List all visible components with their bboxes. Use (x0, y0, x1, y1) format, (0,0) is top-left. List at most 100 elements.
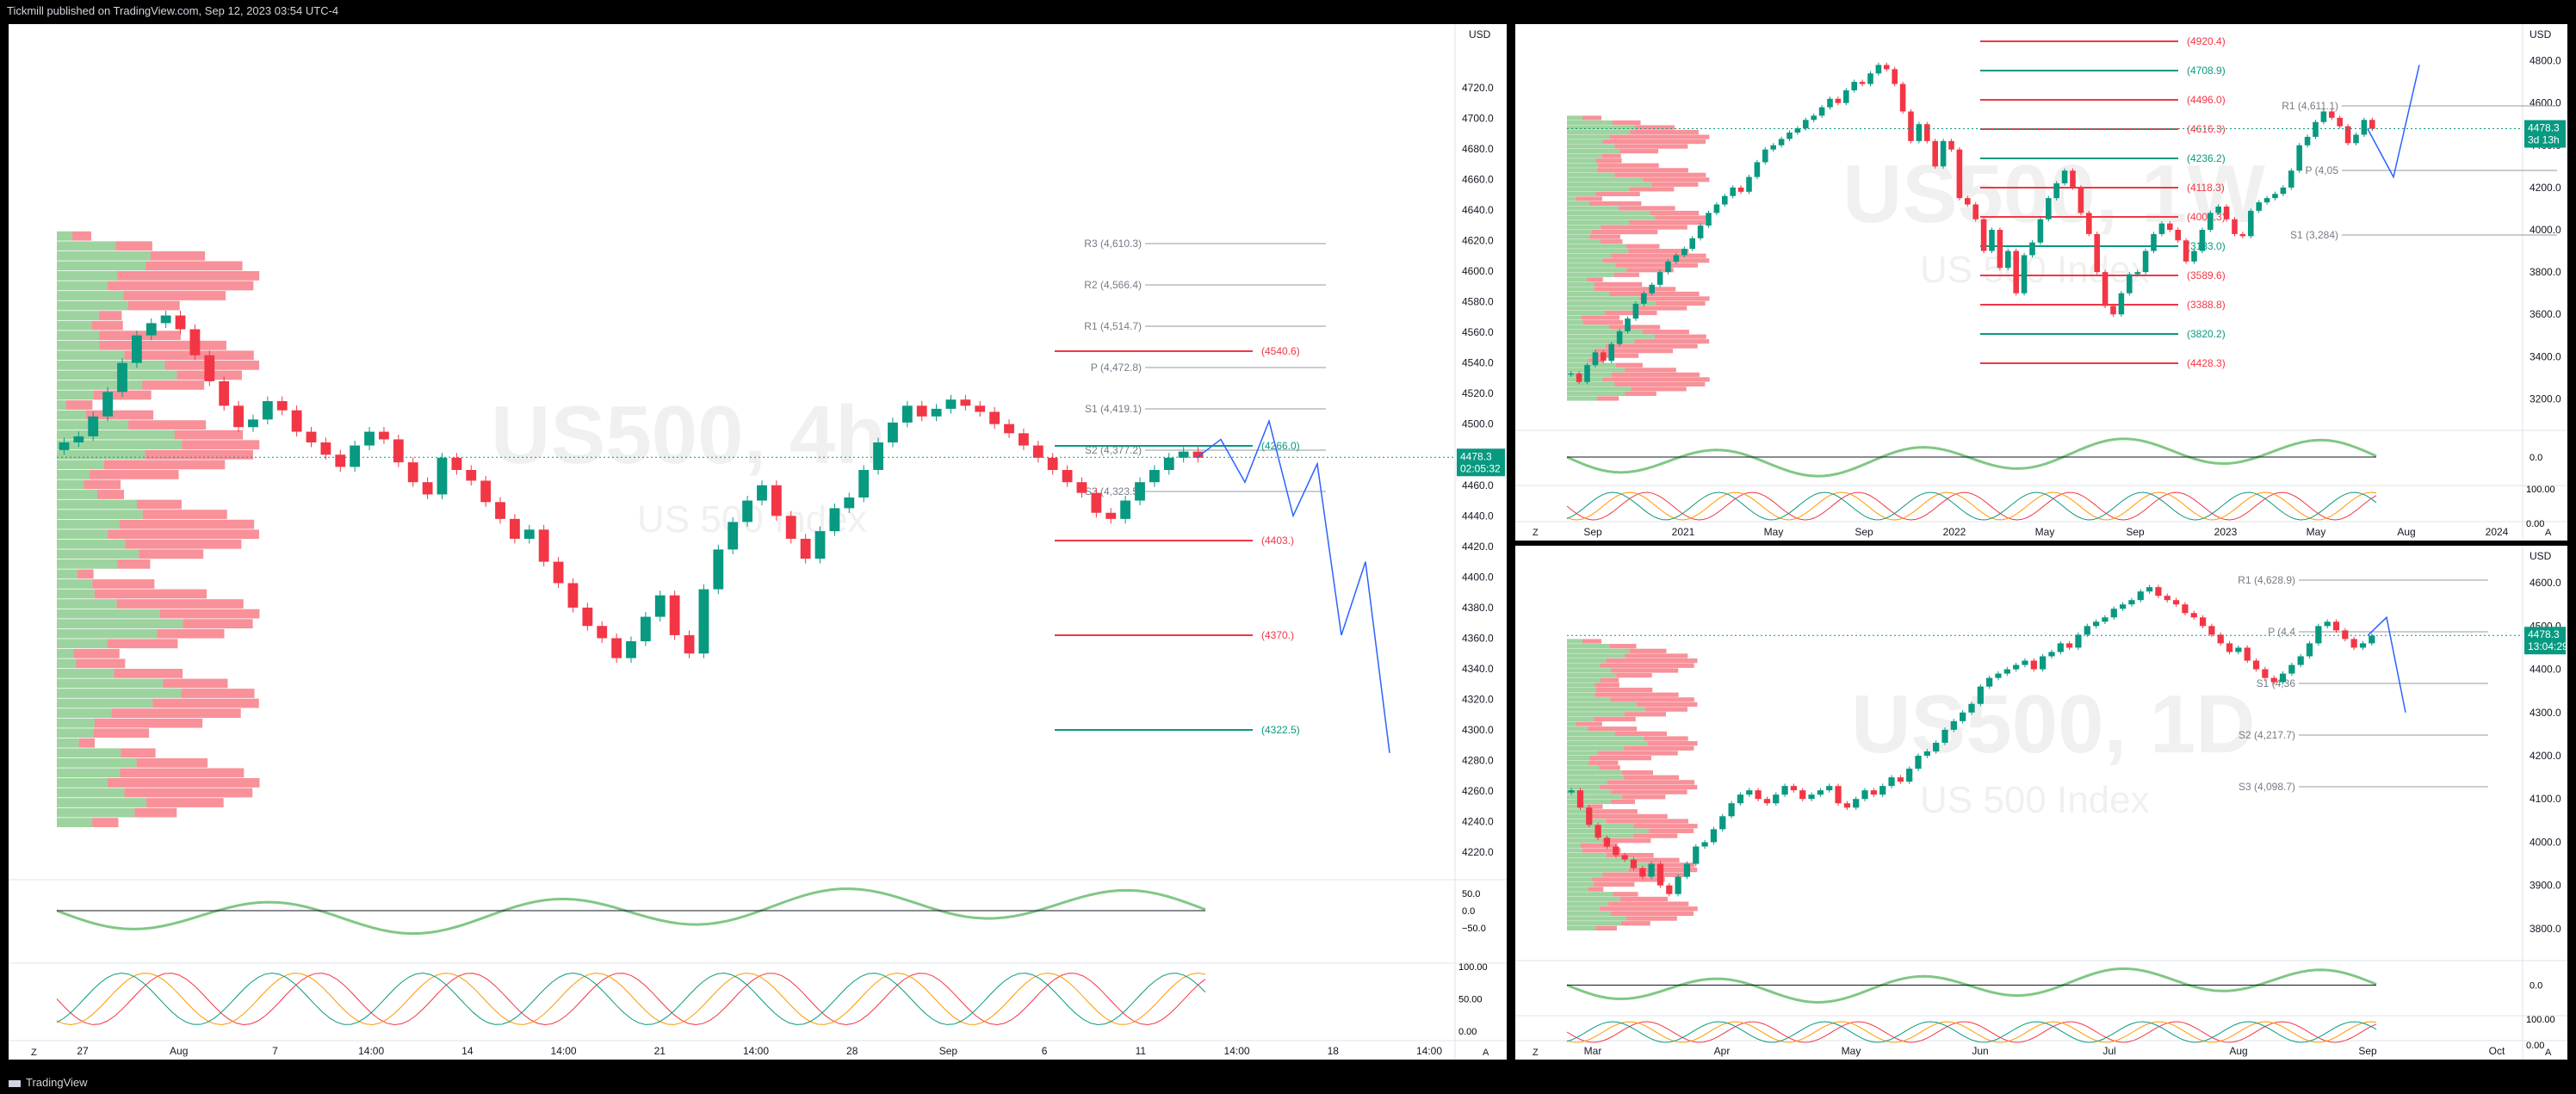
x-tick-label: Oct (2489, 1045, 2505, 1057)
level-label: (4920.4) (2187, 35, 2226, 47)
candle-body (2155, 587, 2162, 596)
candle-body (2296, 145, 2302, 171)
price-label-box (2524, 627, 2566, 655)
candle-body (2232, 219, 2238, 234)
countdown-label: 02:05:32 (1460, 462, 1501, 474)
volume-profile-up-bar (1567, 324, 1610, 330)
y-tick-label: 4340.0 (1462, 663, 1494, 675)
chart-4h-svg[interactable]: US500, 4h US 500 Index USD Z A 4720.0470… (9, 24, 1507, 1060)
y-tick-label: 4600.0 (1462, 265, 1494, 277)
x-tick-label: 11 (1136, 1045, 1147, 1057)
volume-profile-up-bar (1567, 315, 1582, 320)
candle-body (1778, 139, 1785, 145)
candle-body (1713, 204, 1720, 213)
candle-body (1149, 470, 1160, 483)
candle-body (1719, 816, 1726, 830)
candle-body (480, 480, 492, 503)
candle-body (2005, 250, 2011, 269)
candle-body (1616, 331, 1623, 344)
stochastic-line (1566, 1021, 2377, 1043)
corner-a-button[interactable]: A (2545, 528, 2552, 538)
corner-z-button[interactable]: Z (31, 1048, 37, 1058)
candle-body (2342, 630, 2349, 640)
volume-profile-up-bar (1567, 319, 1583, 325)
candle-body (1693, 846, 1700, 864)
candle-body (1632, 303, 1639, 319)
candle-body (131, 335, 142, 363)
candle-body (1032, 445, 1043, 458)
y-tick-label: 4240.0 (1462, 816, 1494, 828)
candle-body (975, 405, 986, 412)
candle-body (1737, 794, 1744, 804)
candle-body (1870, 790, 1877, 795)
chart-panel-4h[interactable]: US500, 4h US 500 Index USD Z A 4720.0 470… (9, 24, 1507, 1060)
volume-profile-down-bar (1647, 862, 1695, 868)
volume-profile-up-bar (1567, 139, 1603, 145)
level-label: (4616.3) (2187, 123, 2226, 135)
chart-panel-1d[interactable]: US500, 1D US 500 Index USD Z A 4600.0 450… (1515, 546, 2567, 1060)
volume-profile-up-bar (1567, 789, 1612, 794)
corner-z-button[interactable]: Z (1533, 1048, 1539, 1058)
volume-profile-up-bar (57, 499, 137, 510)
volume-profile-down-bar (125, 539, 242, 549)
candle-body (1940, 140, 1947, 167)
volume-profile-up-bar (57, 778, 108, 788)
chart-panel-1w[interactable]: US500, 1W US 500 Index USD Z A 4800.0 460… (1515, 24, 2567, 541)
candle-body (2329, 111, 2335, 118)
x-tick-label: 21 (654, 1045, 666, 1057)
volume-profile-up-bar (1567, 916, 1626, 921)
volume-profile-down-bar (1628, 249, 1689, 254)
volume-profile-up-bar (1567, 716, 1595, 722)
volume-profile-down-bar (1625, 391, 1656, 397)
volume-profile-up-bar (1567, 853, 1607, 858)
tradingview-logo[interactable]: TradingView (9, 1072, 88, 1094)
candle-body (2199, 617, 2207, 627)
osc1-tick-label: 0.0 (2530, 981, 2542, 992)
volume-profile-down-bar (73, 648, 120, 658)
corner-a-button[interactable]: A (1483, 1048, 1489, 1058)
volume-profile-up-bar (1567, 881, 1595, 887)
volume-profile-down-bar (1634, 339, 1710, 344)
volume-profile-down-bar (1609, 134, 1710, 139)
volume-profile-down-bar (99, 340, 226, 350)
x-tick-label: Aug (2397, 526, 2415, 538)
corner-z-button[interactable]: Z (1533, 528, 1539, 538)
countdown-label: 13:04:29 (2528, 640, 2567, 652)
volume-profile-up-bar (1567, 234, 1590, 239)
volume-profile-down-bar (1648, 828, 1694, 834)
volume-profile-up-bar (57, 698, 153, 708)
x-tick-label: Sep (2358, 1045, 2377, 1057)
x-tick-label: May (1764, 526, 1784, 538)
volume-profile-down-bar (128, 420, 207, 430)
level-label: (4428.3) (2187, 357, 2226, 369)
volume-profile-up-bar (57, 380, 143, 390)
candle-body (1932, 140, 1938, 167)
pivot-label: S1 (4,419.1) (1085, 403, 1142, 415)
volume-profile-down-bar (77, 569, 94, 579)
candle-body (1746, 790, 1753, 795)
candle-body (2146, 587, 2153, 592)
volume-profile-down-bar (123, 291, 226, 300)
level-label: (4322.5) (1261, 724, 1300, 736)
volume-profile-down-bar (1625, 653, 1688, 658)
volume-profile-up-bar (57, 589, 95, 599)
footer-brand: TradingView (26, 1076, 88, 1089)
candle-body (2013, 250, 2019, 294)
volume-profile-down-bar (1587, 804, 1603, 809)
corner-a-button[interactable]: A (2545, 1048, 2552, 1058)
chart-1d-svg[interactable]: US500, 1D US 500 Index USD Z A 4600.0450… (1515, 546, 2567, 1060)
candle-body (1675, 876, 1681, 894)
candle-body (2248, 210, 2254, 237)
level-label: (4496.0) (2187, 94, 2226, 106)
candle-body (2029, 242, 2035, 256)
volume-profile-down-bar (157, 628, 225, 639)
chart-1w-svg[interactable]: US500, 1W US 500 Index USD Z A 4800.0460… (1515, 24, 2567, 541)
volume-profile-down-bar (1588, 887, 1604, 892)
candle-body (654, 595, 666, 617)
volume-profile-down-bar (1615, 263, 1699, 268)
volume-profile-down-bar (1594, 281, 1643, 287)
volume-profile-up-bar (1567, 158, 1596, 164)
pivot-label: S3 (4,098.7) (2239, 781, 2295, 793)
candle-body (1879, 786, 1886, 795)
candle-body (626, 641, 636, 658)
